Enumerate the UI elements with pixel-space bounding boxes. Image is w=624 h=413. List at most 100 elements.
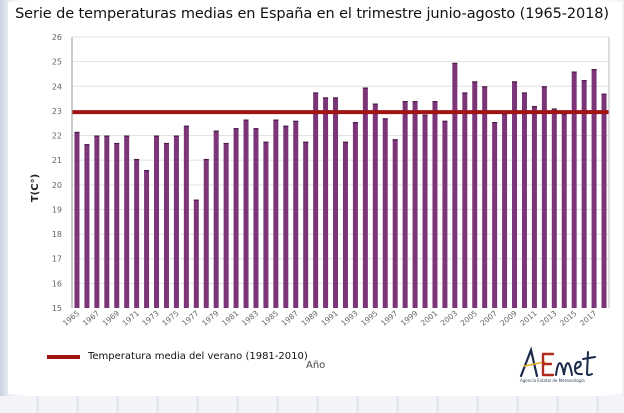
bar: [462, 92, 468, 309]
logo-subtitle: Agencia Estatal de Meteorología: [520, 378, 585, 383]
bar-cap: [362, 87, 368, 89]
bar-cap: [402, 101, 408, 103]
bar: [402, 101, 408, 308]
bar: [601, 93, 607, 308]
bar: [482, 86, 488, 309]
x-tick-label: 1967: [81, 308, 102, 327]
bar: [512, 81, 518, 308]
bar-cap: [273, 119, 279, 121]
bar-cap: [472, 81, 478, 83]
x-tick-label: 1965: [61, 308, 82, 327]
bar-cap: [432, 101, 438, 103]
bar: [333, 97, 339, 308]
bar-cap: [591, 69, 597, 71]
bar-cap: [203, 158, 209, 161]
bar: [94, 135, 100, 308]
bar: [154, 135, 160, 308]
bar-cap: [521, 92, 527, 94]
y-tick-label: 26: [52, 33, 62, 42]
bar: [84, 144, 90, 308]
bar: [104, 135, 110, 308]
y-axis-label: T(C°): [30, 174, 41, 202]
bar: [144, 170, 150, 308]
bar: [213, 130, 219, 308]
bar-cap: [163, 142, 169, 145]
bar: [223, 142, 229, 308]
aemet-logo: [519, 346, 596, 378]
bar-cap: [144, 170, 150, 172]
bar: [412, 101, 418, 308]
bar: [531, 105, 537, 308]
bar: [571, 71, 577, 309]
y-tick-label: 20: [52, 181, 62, 190]
bar: [243, 119, 249, 308]
x-tick-label: 1989: [299, 308, 320, 327]
x-axis-label: Año: [306, 360, 326, 371]
bar-cap: [462, 92, 468, 94]
bar-cap: [581, 80, 587, 82]
bar: [392, 139, 398, 308]
bar: [591, 69, 597, 308]
bar-cap: [114, 142, 120, 145]
x-tick-label: 2011: [518, 308, 539, 327]
y-tick-label: 17: [52, 255, 62, 264]
y-tick-label: 22: [52, 132, 62, 141]
y-tick-label: 23: [52, 107, 62, 116]
x-tick-label: 1983: [240, 308, 261, 327]
y-tick-label: 19: [52, 205, 62, 214]
bar-cap: [233, 128, 239, 130]
x-tick-label: 1975: [160, 308, 181, 327]
bar-cap: [382, 118, 388, 120]
bar: [134, 158, 140, 308]
y-tick-label: 21: [52, 156, 62, 165]
bar: [372, 103, 378, 309]
x-tick-label: 1985: [260, 308, 281, 327]
bar: [313, 92, 319, 309]
bar: [173, 135, 179, 308]
bar-cap: [551, 108, 557, 110]
y-tick-labels: 15 16 17 18 19 20 21 22 23 24 25 26: [52, 33, 62, 313]
y-tick-label: 25: [52, 58, 62, 67]
x-tick-label: 1969: [101, 308, 122, 327]
bar: [581, 80, 587, 308]
chart-title: Serie de temperaturas medias en España e…: [15, 6, 609, 22]
x-tick-labels: 1965 1967 1969 1971 1973 1975 1977 1979 1981 1983…: [61, 308, 599, 327]
legend: Temperatura media del verano (1981-2010): [47, 351, 308, 362]
y-tick-label: 18: [52, 230, 62, 239]
bar-cap: [323, 97, 329, 99]
bar-cap: [134, 158, 140, 161]
x-tick-label: 2007: [478, 308, 499, 327]
bar: [502, 113, 508, 309]
bar-cap: [293, 120, 299, 122]
bar-cap: [193, 199, 199, 201]
bar: [561, 113, 567, 309]
bar-cap: [84, 144, 90, 146]
bar: [492, 122, 498, 308]
bar-cap: [541, 86, 547, 88]
bar-cap: [183, 125, 189, 127]
x-tick-label: 1995: [359, 308, 380, 327]
bar-cap: [243, 119, 249, 121]
legend-swatch-reference-line: [47, 354, 80, 359]
bar-cap: [412, 101, 418, 103]
bar-cap: [154, 135, 160, 137]
bar: [303, 141, 309, 308]
bar: [551, 108, 557, 308]
y-tick-label: 24: [52, 82, 62, 91]
bar-cap: [452, 62, 458, 65]
y-tick-label: 16: [52, 279, 62, 288]
bar: [382, 118, 388, 308]
bar-cap: [342, 141, 348, 143]
x-tick-label: 2001: [419, 308, 440, 327]
bar-cap: [512, 81, 518, 83]
bar: [362, 87, 368, 308]
bar-cap: [104, 135, 110, 137]
x-tick-label: 1997: [379, 308, 400, 327]
bar: [422, 114, 428, 308]
bar-cap: [352, 122, 358, 124]
gridlines: [72, 36, 609, 284]
x-tick-label: 1987: [280, 308, 301, 327]
bar: [163, 142, 169, 308]
x-tick-label: 2003: [439, 308, 460, 327]
